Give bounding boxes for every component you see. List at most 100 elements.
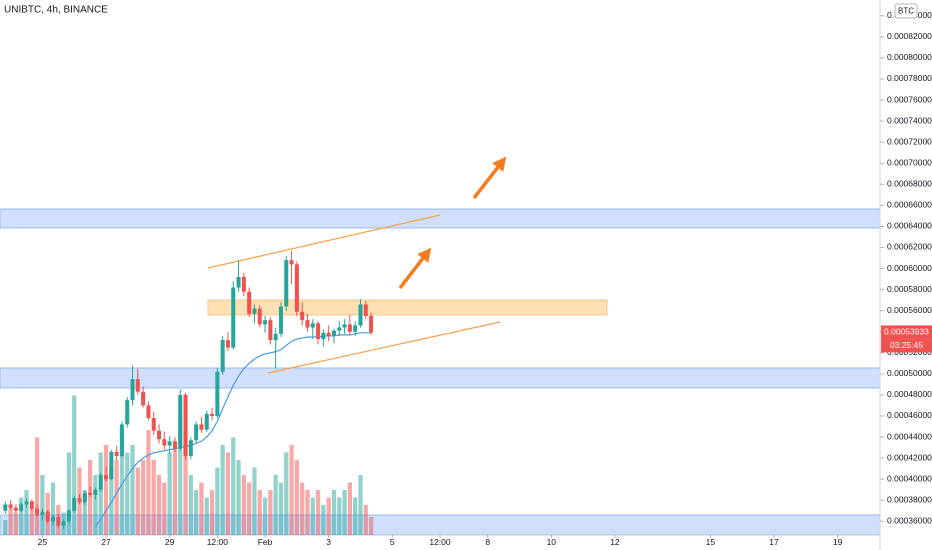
volume-bar [34,437,40,535]
volume-bar [93,475,98,535]
volume-bar [125,452,130,535]
volume-bar [337,497,342,535]
y-tick-label: 0.00050000 [887,368,932,378]
last-price-box [881,325,932,340]
candle-body [252,308,257,314]
volume-bar [358,475,363,535]
candle-body [119,424,124,457]
candle-body [141,391,146,406]
candle-body [337,327,342,331]
volume-bar [300,482,305,535]
y-tick-label: 0.00072000 [887,136,932,146]
candle-body [56,517,61,526]
y-tick-label: 0.00046000 [887,410,932,420]
candle-body [167,441,172,446]
y-tick-label: 0.00080000 [887,52,932,62]
candle-body [342,324,347,328]
volume-bar [310,497,315,535]
y-tick-label: 0.00068000 [887,179,932,189]
volume-bar [29,508,34,535]
candle-body [363,304,368,316]
volume-bar [156,475,162,535]
volume-bar [50,482,56,535]
candle-body [24,501,29,505]
volume-bar [247,482,252,535]
volume-bar [331,490,337,535]
volume-bar [294,460,299,535]
x-tick-label: Feb [258,537,273,547]
y-tick-label: 0.00058000 [887,284,932,294]
volume-bar [19,497,24,535]
arrow [472,156,507,200]
resistance-zone [207,299,608,316]
candle-body [247,291,252,314]
y-tick-label: 0.00038000 [887,494,932,504]
volume-bar [188,475,193,535]
volume-bar [215,467,220,535]
x-tick-label: 12 [610,537,620,547]
volume-bar [130,445,135,535]
candle-body [77,498,82,503]
candle-body [50,517,56,522]
candle-body [220,340,225,372]
candle-body [125,400,130,425]
countdown-box [881,339,932,353]
candle-body [29,501,34,509]
candle-body [257,308,262,325]
x-tick-label: 29 [165,537,175,547]
candle-body [210,413,215,416]
x-tick-label: 3 [326,537,331,547]
volume-bar [268,490,273,535]
drawings [0,156,881,536]
currency-label: BTC [898,7,914,16]
candle-body [204,413,209,430]
y-tick-label: 0.00074000 [887,115,932,125]
candle-body [278,306,283,334]
y-tick-label: 0.00042000 [887,452,932,462]
y-tick-label: 0.00060000 [887,263,932,273]
overlay: UNIBTC, 4h, BINANCE BTC 0.00053933 03:25:… [4,3,932,353]
x-tick-label: 12:00 [429,537,451,547]
symbol-title: UNIBTC, 4h, BINANCE [4,5,108,16]
y-tick-label: 0.00082000 [887,31,932,41]
candle-body [13,507,18,511]
volume-bar [98,452,103,535]
volume-bar [231,437,236,535]
candle-body [162,439,167,446]
candle-body [183,394,188,457]
volume-bar [257,490,262,535]
volume-bar [353,497,358,535]
y-tick-label: 0.00040000 [887,473,932,483]
volume-bar [315,490,321,535]
candle-body [199,424,204,430]
volume-bar [178,415,183,535]
volume-bar [220,445,225,535]
candle-body [289,260,294,265]
volume-bar [135,467,140,535]
y-tick-label: 0.00078000 [887,73,932,83]
volume-bar [119,430,125,535]
arrow [398,247,432,290]
volume-bar [141,460,146,535]
candle-body [146,405,151,419]
volume-bar [289,445,294,535]
x-tick-label: 15 [706,537,716,547]
candle-body [72,498,77,511]
x-tick-label: 17 [769,537,779,547]
volume-bar [8,505,13,535]
volume-bar [194,490,199,535]
volume-bar [40,475,45,535]
candle-body [130,379,135,401]
candle-body [358,304,363,326]
y-tick-label: 0.00044000 [887,431,932,441]
volume-bar [162,482,167,535]
candle-body [347,324,352,332]
candle-body [157,430,162,440]
volume-bar [3,520,8,535]
candle-body [93,489,98,495]
volume-bar [146,430,151,535]
volume-bar [151,460,156,535]
candle-body [225,340,230,348]
